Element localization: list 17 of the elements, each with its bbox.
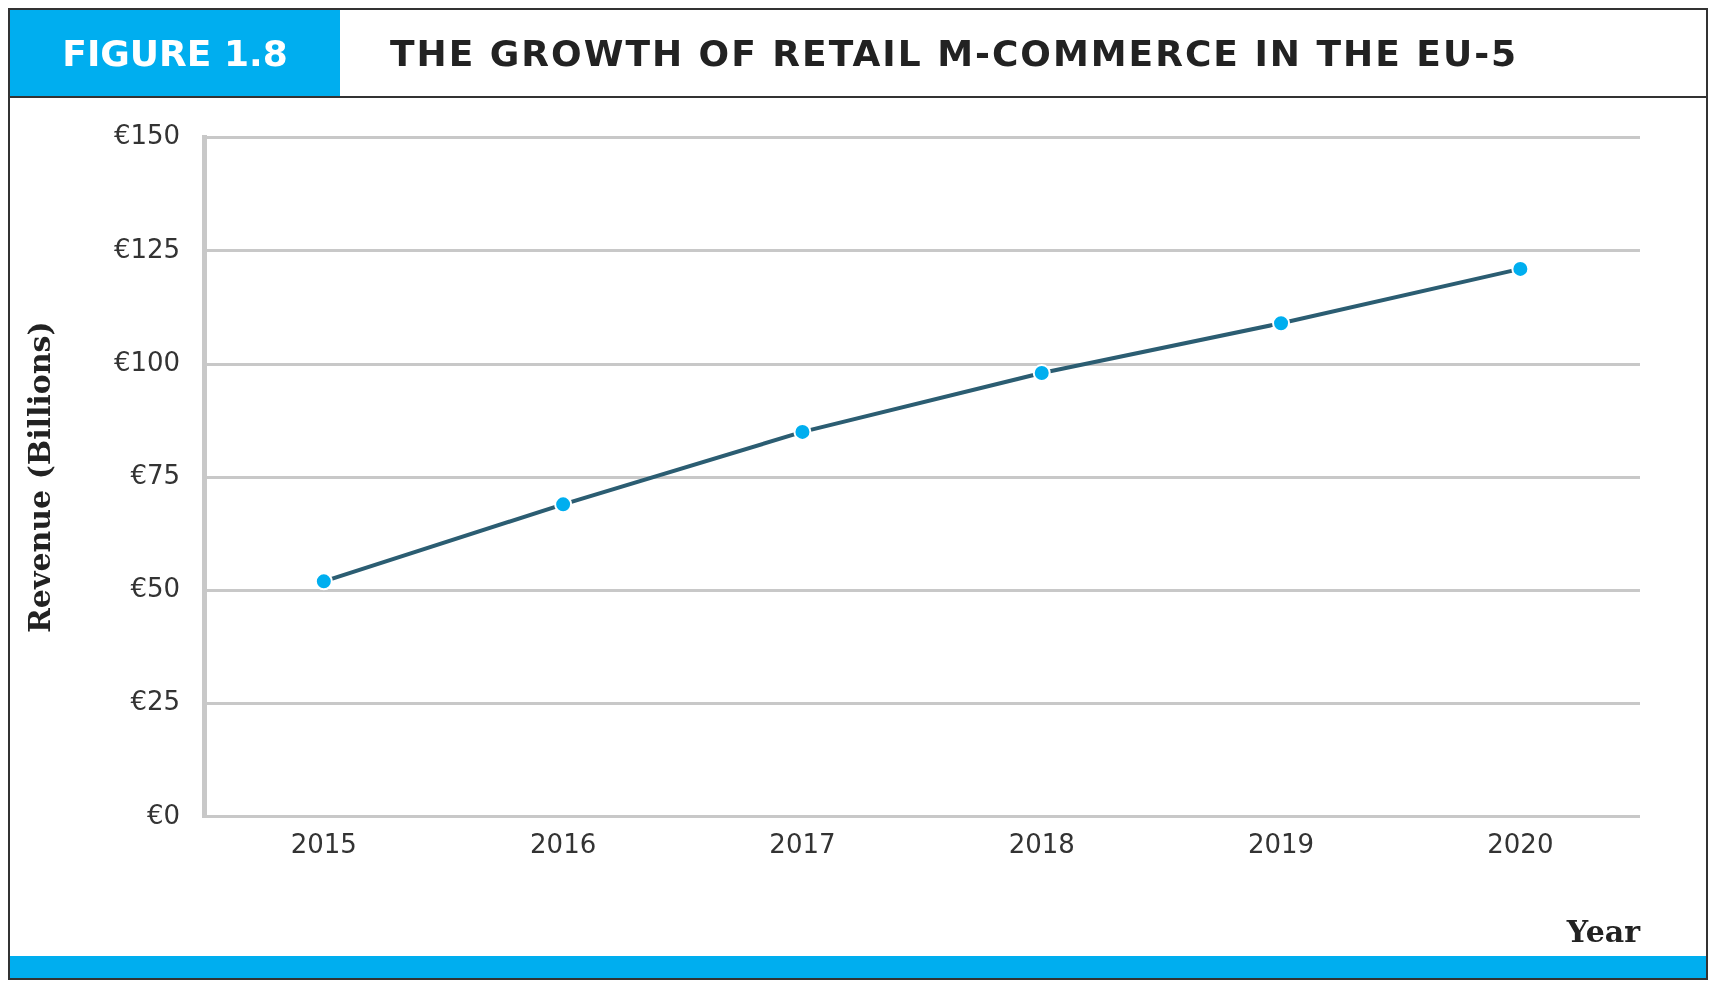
x-tick-label: 2016 (530, 829, 597, 860)
x-tick-label: 2020 (1487, 829, 1554, 860)
y-tick-label: €25 (130, 686, 181, 717)
x-tick-label: 2018 (1008, 829, 1075, 860)
y-axis-title: Revenue (Billions) (21, 321, 57, 634)
y-tick-label: €0 (147, 799, 181, 830)
chart-subtitle: FIGURE 1.8 (10, 10, 340, 96)
y-tick-label: €125 (114, 233, 181, 264)
y-tick-label: €75 (130, 459, 181, 490)
x-tick-label: 2015 (290, 829, 357, 860)
x-tick-label: 2019 (1247, 829, 1315, 860)
y-tick-label: €50 (130, 573, 181, 604)
x-tick-label: 2017 (769, 829, 836, 860)
y-tick-label: €100 (114, 346, 181, 377)
x-axis-title: Year (1565, 913, 1642, 949)
y-tick-label: €150 (114, 120, 181, 151)
chart-title: THE GROWTH OF RETAIL M-COMMERCE IN THE EU-5 (389, 31, 1520, 76)
